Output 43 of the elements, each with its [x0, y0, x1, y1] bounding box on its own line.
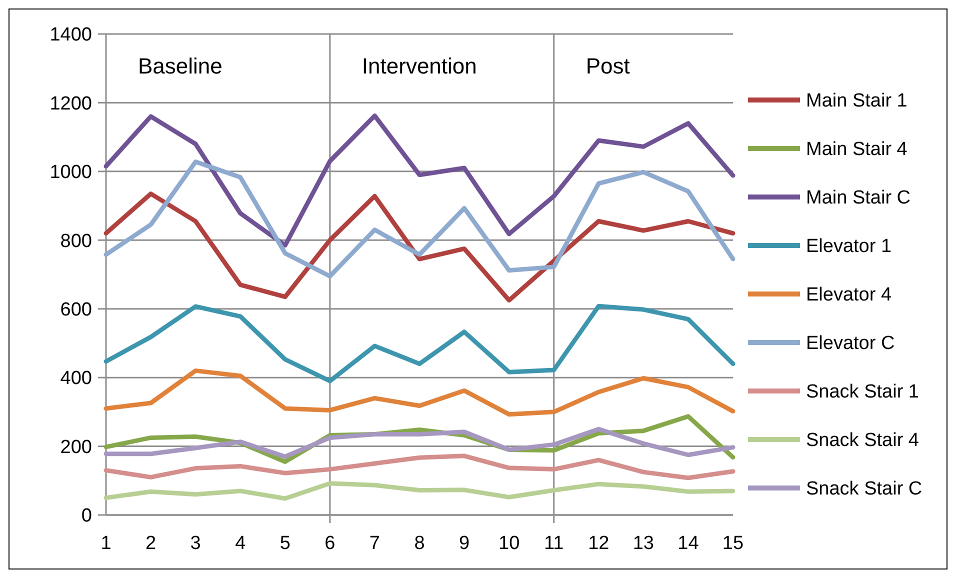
legend-label: Elevator 4 [806, 284, 892, 306]
x-tick-label: 6 [324, 533, 336, 554]
x-tick-label: 2 [145, 533, 156, 554]
x-tick-label: 9 [458, 533, 470, 554]
line-series [104, 368, 736, 417]
line-series [104, 304, 736, 384]
y-tick-label: 400 [60, 368, 92, 390]
x-tick-label: 3 [190, 533, 201, 554]
legend-label: Main Stair C [806, 188, 911, 209]
legend-label: Elevator C [806, 333, 895, 354]
x-tick-label: 5 [280, 533, 290, 554]
y-tick-label: 1400 [50, 24, 92, 46]
legend-label: Snack Stair 4 [806, 430, 920, 452]
y-tick-label: 800 [60, 230, 92, 252]
legend-label: Main Stair 1 [806, 90, 908, 112]
annotation: Intervention [362, 54, 477, 79]
x-tick-label: 1 [100, 533, 112, 554]
x-tick-label: 8 [414, 533, 425, 554]
y-tick-label: 600 [60, 300, 92, 321]
line-series [104, 481, 736, 501]
legend-label: Elevator 1 [806, 236, 892, 258]
line-series [104, 454, 736, 480]
line-series [104, 160, 736, 278]
x-tick-label: 11 [544, 533, 564, 554]
y-tick-label: 0 [81, 506, 92, 527]
line-series [104, 192, 736, 303]
line-series [104, 426, 736, 459]
annotation: Post [586, 54, 630, 79]
y-tick-label: 1200 [50, 93, 92, 114]
legend-label: Snack Stair 1 [806, 382, 919, 403]
annotation: Baseline [138, 54, 222, 79]
line-series [104, 114, 736, 248]
x-tick-label: 7 [369, 533, 380, 554]
x-tick-label: 13 [632, 533, 654, 554]
x-tick-label: 15 [722, 533, 744, 554]
y-tick-label: 200 [60, 436, 92, 458]
x-tick-label: 14 [678, 533, 700, 554]
x-tick-label: 10 [498, 533, 520, 554]
x-tick-label: 12 [588, 533, 610, 554]
y-tick-label: 1000 [50, 162, 92, 184]
legend-label: Main Stair 4 [806, 139, 908, 160]
legend-label: Snack Stair C [806, 478, 922, 500]
x-tick-label: 4 [235, 533, 246, 554]
